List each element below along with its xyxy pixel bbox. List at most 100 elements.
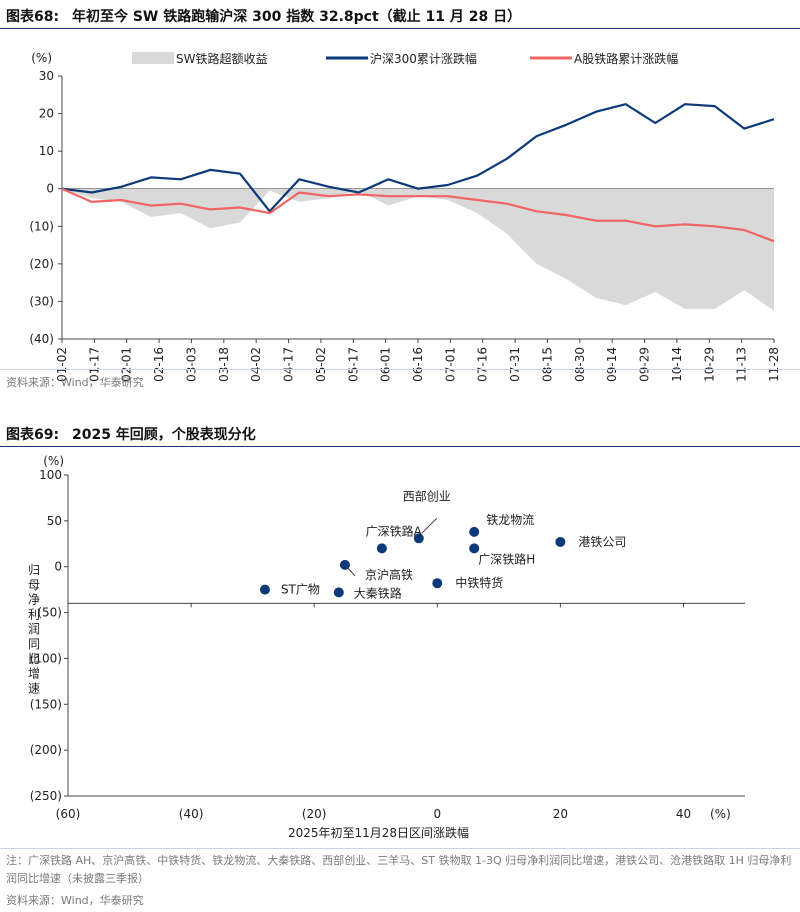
y-tick-label: 10 [39,144,54,158]
legend-railway: A股铁路累计涨跌幅 [530,51,678,66]
x-tick-label: 11-13 [735,347,749,382]
x-tick-label: (40) [179,807,204,821]
x-tick-label: (20) [302,807,327,821]
legend-hs300: 沪深300累计涨跌幅 [326,51,477,66]
scatter-dot [413,533,424,544]
excess-return-area-layer [62,188,774,311]
y-tick-label: 0 [54,560,62,574]
scatter-dot [432,578,443,589]
x-tick-label: 05-17 [346,347,360,382]
line-chart: 30 20 10 0 (10) (20) (30) (40) (%) 01-02 01-17 02-0… [29,51,781,382]
point-label: 中铁特货 [455,575,503,590]
point-label: 大秦铁路 [354,585,402,600]
x-tick-label: 06-16 [411,347,425,382]
x-tick-label: 01-02 [55,347,69,382]
figure-68-source: 资料来源：Wind，华泰研究 [6,376,144,389]
x-tick-label: 08-30 [573,347,587,382]
x-tick-label: 02-16 [152,347,166,382]
y-tick-label: (150) [30,697,62,711]
x-tick-label: 04-02 [249,347,263,382]
point-label: 铁龙物流 [486,513,534,527]
y-tick-label: 0 [46,182,54,196]
point-label: 西部创业 [403,488,451,503]
legend-label: SW铁路超额收益 [176,51,267,66]
x-tick-label: 05-02 [314,347,328,382]
series-railway-line [61,187,775,243]
line-series-layer [61,103,775,243]
figure-68-label: 图表68: [6,9,60,25]
figure-69-note: 注：广深铁路 AH、京沪高铁、中铁特货、铁龙物流、大秦铁路、西部创业、三羊马、S… [6,854,792,885]
x-tick-label: 0 [433,807,441,821]
figure-68-top-rule [0,28,800,29]
x-tick-label: (60) [56,807,81,821]
figure-69-title: 图表69: 2025 年回顾，个股表现分化 [6,424,256,444]
y-unit-label: (%) [43,454,64,468]
callout-line [421,517,438,534]
x-tick-label: 09-14 [605,347,619,382]
x-tick-label: 10-29 [702,347,716,382]
point-label: 广深铁路A [366,523,423,538]
scatter-chart: 100 50 0 (50) (100) (150) (200) (250) (60) (40) (2… [28,454,745,840]
line-chart-labels: 30 20 10 0 (10) (20) (30) (40) (%) 01-02 01-17 02-0… [29,51,781,382]
y-tick-label: 30 [39,69,54,83]
scatter-dot [259,584,270,595]
y-tick-label: (20) [29,257,54,271]
figure-69-source: 资料来源：Wind，华泰研究 [6,894,144,907]
legend-excess-return: SW铁路超额收益 [132,51,267,66]
x-unit-label: (%) [710,807,731,821]
y-axis-title: 归母净利润同比增速 [28,563,40,695]
figure-68-title: 图表68: 年初至今 SW 铁路跑输沪深 300 指数 32.8pct（截止 1… [6,6,521,26]
line-chart-legend: SW铁路超额收益 沪深300累计涨跌幅 A股铁路累计涨跌幅 [132,51,678,66]
figure-68-title-text: 年初至今 SW 铁路跑输沪深 300 指数 32.8pct（截止 11 月 28… [71,9,522,25]
callout-line [346,566,356,577]
scatter-point-4: 港铁公司 [555,535,626,549]
y-tick-label: (30) [29,294,54,308]
scatter-point-9: 大秦铁路 [333,585,402,600]
point-label: ST广物 [281,583,320,597]
scatter-point-1: 西部创业 [403,488,451,544]
figure-69-top-rule [0,446,800,447]
legend-label: A股铁路累计涨跌幅 [574,51,678,66]
y-tick-label: (200) [30,743,62,757]
figure-69-bottom-rule [0,848,800,849]
x-tick-label: 40 [676,807,691,821]
y-tick-label: (100) [30,651,62,665]
x-tick-label: 04-17 [282,347,296,382]
x-tick-label: 02-01 [120,347,134,382]
x-tick-label: 11-28 [767,347,781,382]
y-tick-label: (40) [29,332,54,346]
scatter-dot [555,536,566,547]
scatter-point-2: 广深铁路A [366,523,423,554]
figure-68-bottom-rule [0,369,800,370]
legend-swatch [132,52,174,64]
y-tick-label: 20 [39,107,54,121]
scatter-chart-axes: 100 50 0 (50) (100) (150) (200) (250) (60) (40) (2… [28,454,745,840]
x-tick-label: 01-17 [87,347,101,382]
y-tick-label: (50) [37,606,62,620]
series-hs300-line [61,103,775,213]
scatter-point-5: 广深铁路H [469,543,535,566]
scatter-point-8: ST广物 [259,583,320,597]
x-tick-label: 03-03 [184,347,198,382]
scatter-dot [376,543,387,554]
scatter-dot [469,543,480,554]
x-tick-label: 08-15 [540,347,554,382]
y-tick-label: (10) [29,219,54,233]
figure-69-label: 图表69: [6,427,60,443]
legend-label: 沪深300累计涨跌幅 [370,51,477,66]
scatter-dot [333,587,344,598]
x-tick-label: 07-01 [443,347,457,382]
scatter-point-3: 铁龙物流 [469,513,534,537]
point-label: 广深铁路H [478,551,535,566]
scatter-point-7: 中铁特货 [432,575,503,590]
x-axis-title: 2025年初至11月28日区间涨跌幅 [288,825,469,840]
x-tick-label: 09-29 [638,347,652,382]
y-tick-label: (250) [30,789,62,803]
point-label: 京沪高铁 [365,567,413,582]
point-label: 港铁公司 [578,535,626,549]
series-excess-return-area [62,188,774,311]
y-tick-label: 50 [47,514,62,528]
scatter-point-6: 京沪高铁 [339,559,413,582]
scatter-dot [469,526,480,537]
